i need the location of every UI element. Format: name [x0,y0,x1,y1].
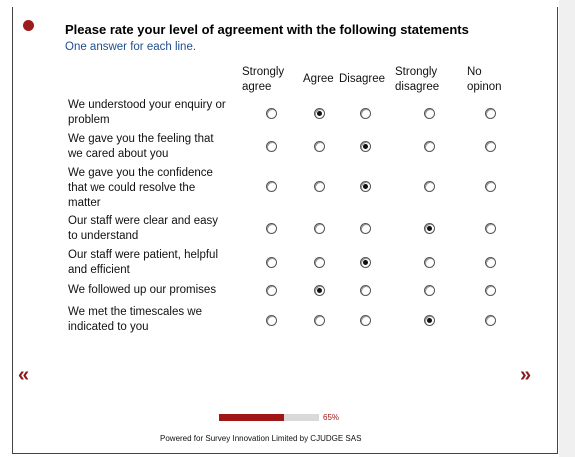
statement-label-promises: We followed up our promises [68,283,246,298]
statement-line: We gave you the confidence [68,167,213,179]
statement-line: indicated to you [68,321,149,333]
column-header-strongly-disagree: Strongly disagree [395,65,439,95]
statement-line: problem [68,114,110,126]
answer-radio[interactable] [266,285,277,296]
answer-radio[interactable] [314,181,325,192]
answer-radio[interactable] [485,108,496,119]
statement-line: Our staff were patient, helpful [68,249,219,261]
column-header-line: Strongly [242,66,285,78]
statement-label-enquiry: We understood your enquiry or problem [68,98,246,128]
answer-radio[interactable] [424,223,435,234]
answer-radio[interactable] [266,141,277,152]
answer-radio[interactable] [314,141,325,152]
answer-radio[interactable] [485,223,496,234]
answer-radio[interactable] [266,223,277,234]
statement-line: Our staff were clear and easy [68,215,218,227]
statement-line: We followed up our promises [68,284,217,296]
next-page-button[interactable]: » [520,364,531,386]
progress-percent: 65% [323,413,340,422]
question-bullet-icon [23,20,34,31]
answer-radio[interactable] [485,257,496,268]
answer-radio[interactable] [424,181,435,192]
survey-frame [12,7,558,454]
answer-radio[interactable] [360,223,371,234]
statement-line: We met the timescales we [68,306,203,318]
progress-bar-fill [219,414,284,421]
progress-bar [219,414,319,421]
answer-radio[interactable] [266,181,277,192]
column-header-no-opinion: No opinon [467,65,502,95]
answer-radio[interactable] [360,181,371,192]
column-header-line: Disagree [339,73,386,85]
column-header-line: Agree [303,73,334,85]
footer-credit: Powered for Survey Innovation Limited by… [160,434,362,443]
answer-radio[interactable] [266,257,277,268]
statement-line: We gave you the feeling that [68,133,214,145]
answer-radio[interactable] [485,141,496,152]
column-header-line: opinon [467,81,502,93]
answer-radio[interactable] [424,108,435,119]
answer-radio[interactable] [424,257,435,268]
answer-radio[interactable] [360,315,371,326]
statement-label-patient: Our staff were patient, helpful and effi… [68,248,246,278]
question-title: Please rate your level of agreement with… [65,22,469,37]
answer-radio[interactable] [360,257,371,268]
statement-line: to understand [68,230,139,242]
column-header-line: agree [242,81,272,93]
column-header-strongly-agree: Strongly agree [242,65,284,95]
answer-radio[interactable] [360,108,371,119]
statement-label-timescales: We met the timescales we indicated to yo… [68,305,246,335]
statement-label-confidence: We gave you the confidence that we could… [68,166,246,211]
statement-label-cared: We gave you the feeling that we cared ab… [68,132,246,162]
column-header-disagree: Disagree [339,72,385,87]
answer-radio[interactable] [485,285,496,296]
statement-label-clear: Our staff were clear and easy to underst… [68,214,246,244]
answer-radio[interactable] [424,141,435,152]
statement-line: and efficient [68,264,130,276]
statement-line: we cared about you [68,148,169,160]
answer-radio[interactable] [424,285,435,296]
answer-radio[interactable] [314,223,325,234]
column-header-line: disagree [395,81,440,93]
answer-radio[interactable] [424,315,435,326]
answer-radio[interactable] [314,315,325,326]
scrollbar-area[interactable] [559,0,575,457]
column-header-agree: Agree [303,72,334,87]
answer-radio[interactable] [314,257,325,268]
answer-radio[interactable] [360,141,371,152]
answer-radio[interactable] [485,181,496,192]
previous-page-button[interactable]: « [18,364,29,386]
column-header-line: Strongly [395,66,438,78]
statement-line: We understood your enquiry or [68,99,226,111]
question-instruction: One answer for each line. [65,41,197,53]
column-header-line: No [467,66,482,78]
answer-radio[interactable] [314,108,325,119]
answer-radio[interactable] [314,285,325,296]
answer-radio[interactable] [266,315,277,326]
statement-line: that we could resolve the [68,182,196,194]
statement-line: matter [68,197,101,209]
answer-radio[interactable] [485,315,496,326]
answer-radio[interactable] [266,108,277,119]
answer-radio[interactable] [360,285,371,296]
